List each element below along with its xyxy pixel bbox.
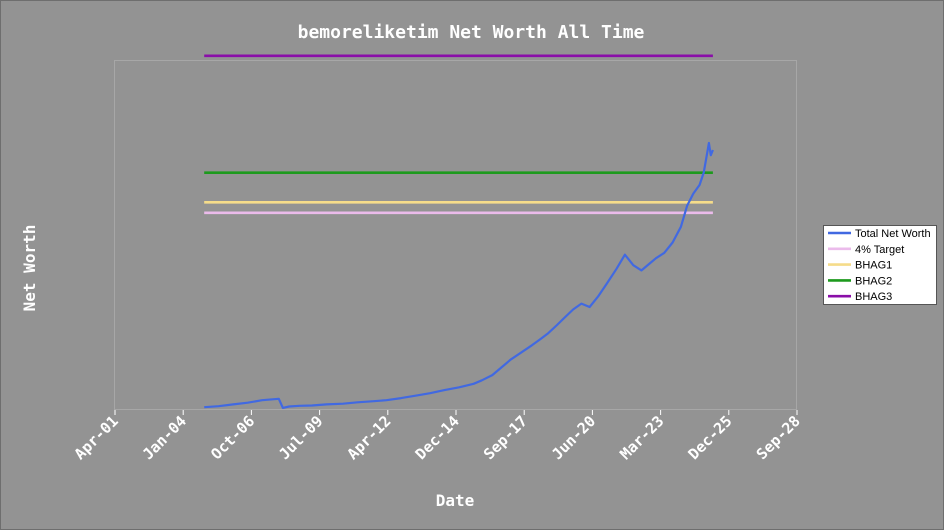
y-axis-label: Net Worth	[20, 225, 39, 312]
chart-title: bemoreliketim Net Worth All Time	[298, 22, 645, 43]
series-line-total-net-worth	[204, 141, 714, 409]
x-axis-label: Date	[436, 491, 475, 510]
legend-label: 4% Target	[855, 244, 904, 256]
plot-area	[114, 60, 797, 410]
legend-label: BHAG2	[855, 275, 892, 287]
legend: Total Net Worth 4% Target BHAG1 BHAG2 BHAG3	[823, 225, 937, 305]
series-group	[204, 54, 714, 409]
legend-label: Total Net Worth	[855, 228, 931, 240]
legend-label: BHAG1	[855, 260, 892, 272]
legend-label: BHAG3	[855, 291, 892, 303]
